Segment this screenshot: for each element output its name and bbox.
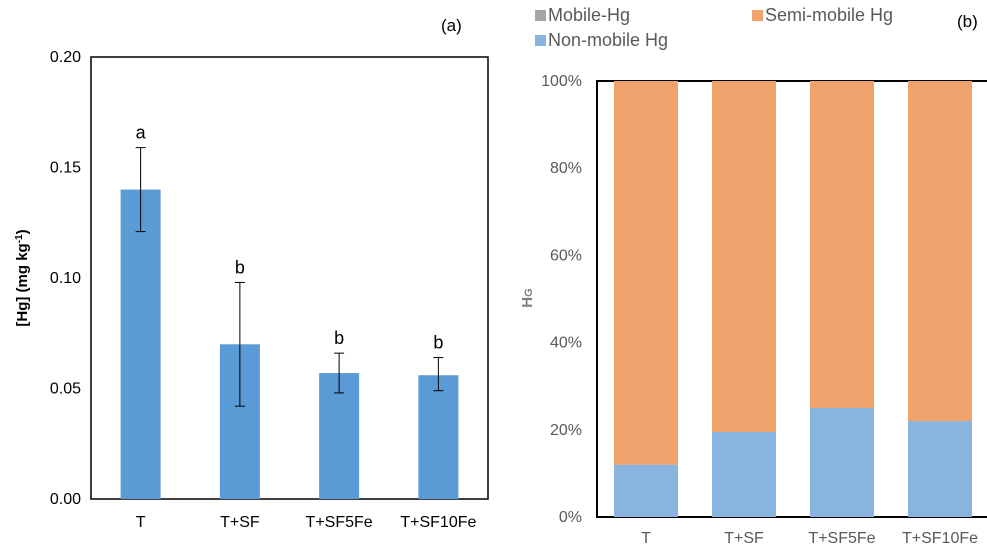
significance-letter: a <box>136 123 147 143</box>
y-tick-label: 0% <box>559 509 582 526</box>
y-tick-label: 100% <box>541 73 582 90</box>
panel-a-significance-letters: a b b b <box>136 123 444 353</box>
stacked-segment <box>712 81 776 432</box>
significance-letter: b <box>334 328 344 348</box>
legend-swatch <box>752 10 763 21</box>
panel-a-chart: (a) [Hg] (mg kg-1) 0.000.050.100.150.20 … <box>14 16 489 531</box>
panel-b-x-ticks: T T+SF T+SF5Fe T+SF10Fe <box>641 530 978 546</box>
stacked-segment <box>810 408 874 517</box>
x-tick-label: T+SF10Fe <box>902 530 978 546</box>
y-tick-label: 20% <box>550 422 582 439</box>
y-tick-label: 40% <box>550 335 582 352</box>
bar <box>120 189 161 499</box>
x-tick-label: T <box>136 514 146 531</box>
panel-a-bars <box>120 189 459 499</box>
bar <box>319 373 360 499</box>
stacked-segment <box>908 81 972 422</box>
y-tick-label: 0.20 <box>50 49 81 66</box>
stacked-segment <box>712 431 776 517</box>
panel-b-plot-frame <box>596 80 987 518</box>
stacked-segment <box>810 81 874 408</box>
x-tick-label: T+SF5Fe <box>306 514 373 531</box>
panel-b-legend: Mobile-Hg Semi-mobile Hg Non-mobile Hg <box>535 5 893 50</box>
panel-b-chart: (b) Mobile-Hg Semi-mobile Hg Non-mobile Hg… <box>519 5 987 546</box>
y-tick-label: 0.10 <box>50 270 81 287</box>
panel-b-label: (b) <box>957 12 978 31</box>
significance-letter: b <box>433 333 443 353</box>
stacked-segment <box>614 464 678 517</box>
panel-a-y-axis-title: [Hg] (mg kg-1) <box>14 229 32 326</box>
panel-a-error-bars <box>135 147 444 407</box>
bar <box>418 375 459 499</box>
panel-a-plot-frame <box>90 56 489 500</box>
panel-a-y-ticks: 0.00 0.05 0.10 0.15 0.20 <box>50 49 81 508</box>
y-tick-label: 60% <box>550 247 582 264</box>
legend-label: Mobile-Hg <box>548 5 630 25</box>
stacked-segment <box>614 81 678 465</box>
legend-label: Non-mobile Hg <box>548 30 668 50</box>
x-tick-label: T+SF5Fe <box>808 530 875 546</box>
y-tick-label: 0.15 <box>50 160 81 177</box>
stacked-segment <box>908 421 972 517</box>
x-tick-label: T <box>641 530 651 546</box>
x-tick-label: T+SF <box>724 530 764 546</box>
panel-b-stacked-bars <box>614 81 972 517</box>
y-tick-label: 80% <box>550 160 582 177</box>
legend-swatch <box>535 35 546 46</box>
panel-b-y-ticks: 0% 20% 40% 60% 80% 100% <box>541 73 582 526</box>
legend-label: Semi-mobile Hg <box>765 5 893 25</box>
x-tick-label: T+SF <box>220 514 260 531</box>
panel-a-x-ticks: T T+SF T+SF5Fe T+SF10Fe <box>136 514 477 531</box>
x-tick-label: T+SF10Fe <box>400 514 476 531</box>
y-tick-label: 0.05 <box>50 381 81 398</box>
legend-swatch <box>535 10 546 21</box>
significance-letter: b <box>235 257 245 277</box>
y-tick-label: 0.00 <box>50 491 81 508</box>
panel-b-y-axis-title: Hg <box>519 288 536 307</box>
panel-a-label: (a) <box>441 16 462 35</box>
